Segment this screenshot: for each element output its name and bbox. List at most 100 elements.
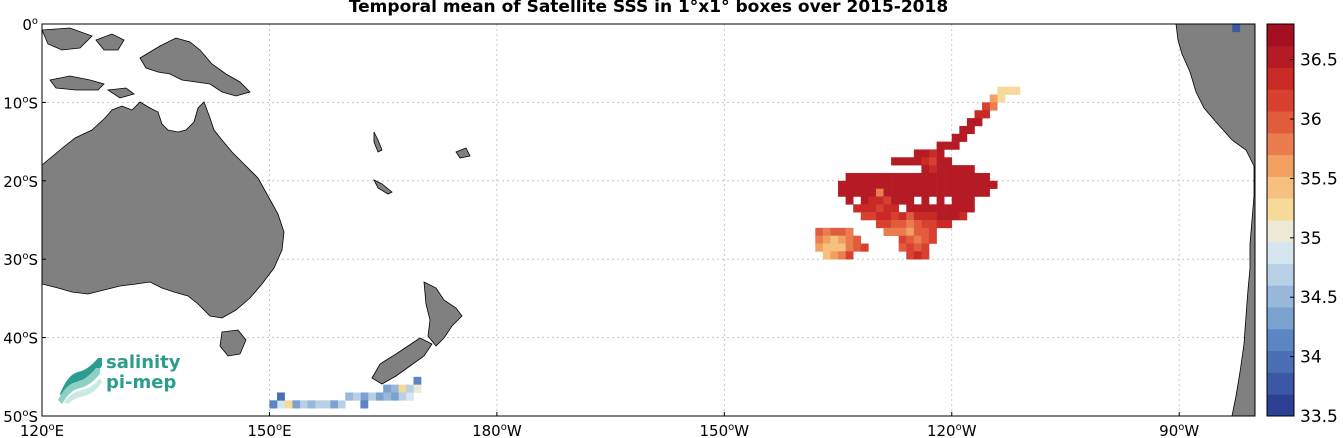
sss-cell-77 [838,188,846,197]
colorbar-segment-10 [1267,176,1294,199]
sss-cell-93 [959,188,968,197]
sss-cell-82 [875,188,884,197]
sss-cell-100 [875,196,884,205]
map-frame [41,23,1256,417]
sss-cell-135 [936,212,945,221]
sss-cell-200 [375,392,384,401]
sss-cell-191 [413,384,422,393]
sss-cell-89 [929,188,937,197]
lon-tick-label-4: 120oW [927,422,977,438]
sss-cell-151 [830,227,839,236]
sss-cell-28 [936,157,945,166]
sss-cell-140 [883,220,892,229]
sss-cell-78 [845,188,854,197]
sss-cell-16 [944,141,953,150]
sss-cell-42 [883,172,892,182]
colorbar-segment-4 [1267,307,1294,330]
sss-cell-86 [906,188,915,197]
lat-tick-label-3: 30oS [3,251,38,269]
sss-cell-109 [966,196,975,205]
sss-cell-127 [875,212,884,221]
sss-cell-196 [390,384,399,393]
sss-cell-57 [845,180,854,189]
fiji-islands [455,147,471,159]
sss-cell-187 [906,251,915,260]
sss-cell-168 [906,235,915,244]
sss-cell-223 [618,416,626,424]
sss-cell-14 [951,133,960,142]
sss-cell-37 [845,172,854,182]
colorbar-segment-3 [1267,328,1294,352]
colorbar-frame [1266,23,1295,417]
sss-cell-141 [891,220,899,229]
colorbar-segment-15 [1267,67,1294,90]
lat-tick-label-4: 40oS [3,330,38,348]
sss-cell-44 [898,172,907,182]
sss-cell-117 [913,204,922,213]
sss-cell-220 [580,416,588,424]
sss-cell-195 [398,392,407,401]
sss-cell-204 [352,392,361,401]
logo-wave-icon [58,358,102,404]
colorbar-segment-2 [1267,350,1294,373]
sss-cell-122 [951,204,960,213]
sss-cell-47 [921,172,930,182]
colorbar-tick-label-4: 35.5 [1300,169,1338,189]
sss-cell-222 [611,416,619,424]
logo-text-pi-mep: pi-mep [106,372,177,393]
sss-cell-112 [868,204,877,213]
sss-cell-102 [891,196,899,205]
sss-cell-198 [383,384,392,393]
sss-cell-227 [1232,24,1241,33]
sss-cell-110 [853,204,862,213]
lat-tick-label-1: 10oS [3,94,38,112]
sss-cell-30 [921,165,930,174]
sss-cell-134 [929,212,937,221]
colorbar-segment-17 [1267,24,1294,47]
sss-cell-111 [860,204,869,213]
colorbar-tick-label-6: 36.5 [1300,51,1338,71]
sss-cell-144 [913,220,922,229]
sss-cell-91 [944,188,953,197]
sss-cell-116 [906,204,915,213]
sss-cell-98 [860,196,869,205]
sss-cell-21 [913,149,922,158]
sss-cell-39 [860,172,869,182]
sss-cell-3 [997,94,1006,103]
sss-cell-79 [853,188,862,197]
sss-cell-175 [838,243,846,252]
new-zealand-south-island [371,337,433,385]
sss-cell-67 [921,180,930,189]
sss-cell-148 [944,220,953,229]
sss-cell-226 [656,424,664,432]
sss-cell-145 [921,220,930,229]
sss-cell-43 [891,172,899,182]
sss-cell-142 [898,220,907,229]
sss-cells [269,24,1241,432]
sss-cell-120 [936,204,945,213]
colorbar-tick-label-1: 34 [1300,348,1322,368]
sss-cell-54 [974,172,983,182]
sss-cell-193 [405,392,414,401]
sss-cell-87 [913,188,922,197]
sss-cell-58 [853,180,862,189]
sss-cell-176 [845,243,854,252]
sss-cell-192 [405,384,414,393]
sss-cell-45 [906,172,915,182]
sss-cell-201 [367,392,376,401]
sss-cell-164 [838,235,846,244]
sss-cell-56 [838,180,846,189]
new-caledonia [373,179,393,195]
sss-cell-9 [974,118,983,127]
sss-cell-143 [906,220,915,229]
sss-cell-50 [944,172,953,182]
sss-cell-189 [921,251,930,260]
australia-landmass [42,101,285,319]
sss-cell-150 [822,227,831,236]
logo-text-salinity: salinity [106,352,181,373]
sss-cell-55 [982,172,990,182]
sss-cell-49 [936,172,945,182]
sss-cell-63 [891,180,899,189]
sss-cell-183 [822,251,831,260]
sss-cell-33 [944,165,953,174]
